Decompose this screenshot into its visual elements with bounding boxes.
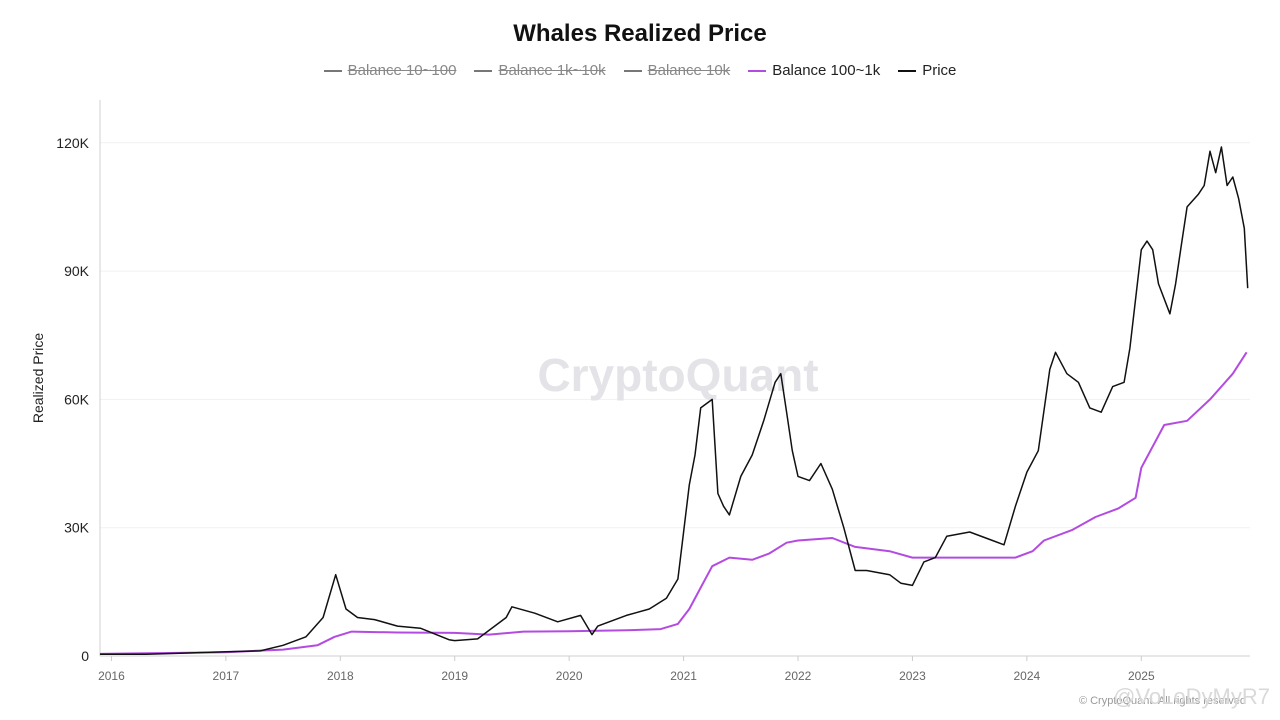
- x-tick-label: 2023: [899, 669, 926, 683]
- legend-swatch: [748, 69, 767, 72]
- y-tick-label: 60K: [64, 391, 90, 407]
- legend-label: Balance 100~1k: [772, 62, 881, 79]
- x-tick-label: 2017: [213, 669, 240, 683]
- watermark: CryptoQuant: [537, 349, 818, 401]
- legend-item-balance-100-1k[interactable]: Balance 100~1k: [748, 62, 880, 79]
- y-axis-ticks: 0 30K 60K 90K 120K: [56, 135, 89, 664]
- x-tick-label: 2022: [785, 669, 812, 683]
- legend-swatch: [898, 69, 917, 72]
- legend-item-balance-1k-10k[interactable]: Balance 1k~10k: [474, 62, 606, 79]
- x-tick-label: 2024: [1014, 669, 1041, 683]
- legend-item-balance-10-100[interactable]: Balance 10~100: [323, 62, 457, 79]
- y-tick-label: 0: [81, 648, 89, 664]
- legend-item-balance-10k[interactable]: Balance 10k: [623, 62, 731, 79]
- x-tick-label: 2025: [1128, 669, 1155, 683]
- chart-title: Whales Realized Price: [513, 20, 767, 47]
- author-handle: @VoLoDyMyR7: [1113, 684, 1270, 709]
- legend-swatch: [623, 69, 642, 72]
- x-tick-label: 2021: [670, 669, 697, 683]
- x-tick-label: 2019: [441, 669, 468, 683]
- x-tick-label: 2016: [98, 669, 125, 683]
- legend-label: Balance 1k~10k: [498, 62, 606, 79]
- x-tick-label: 2018: [327, 669, 354, 683]
- legend-swatch: [474, 69, 493, 72]
- series-line-balance-100-1k: [99, 351, 1248, 655]
- y-tick-label: 120K: [56, 135, 89, 151]
- x-tick-label: 2020: [556, 669, 583, 683]
- legend-label: Price: [922, 62, 957, 79]
- legend-item-price[interactable]: Price: [898, 62, 956, 79]
- chart-legend: Balance 10~100 Balance 1k~10k Balance 10k B…: [0, 62, 1280, 79]
- x-axis-ticks: 2016 2017 2018 2019 2020 2021 2022 2023 2024 2025: [98, 656, 1155, 683]
- y-tick-label: 30K: [64, 520, 90, 536]
- y-axis-label: Realized Price: [30, 333, 46, 423]
- grid-lines: [100, 142, 1250, 529]
- legend-label: Balance 10~100: [347, 62, 457, 79]
- y-tick-label: 90K: [64, 263, 90, 279]
- series-line-price: [99, 146, 1249, 656]
- legend-swatch: [323, 69, 342, 72]
- legend-label: Balance 10k: [647, 62, 731, 79]
- series-group: [99, 146, 1249, 656]
- copyright-text: © CryptoQuant. All rights reserved: [1079, 695, 1246, 707]
